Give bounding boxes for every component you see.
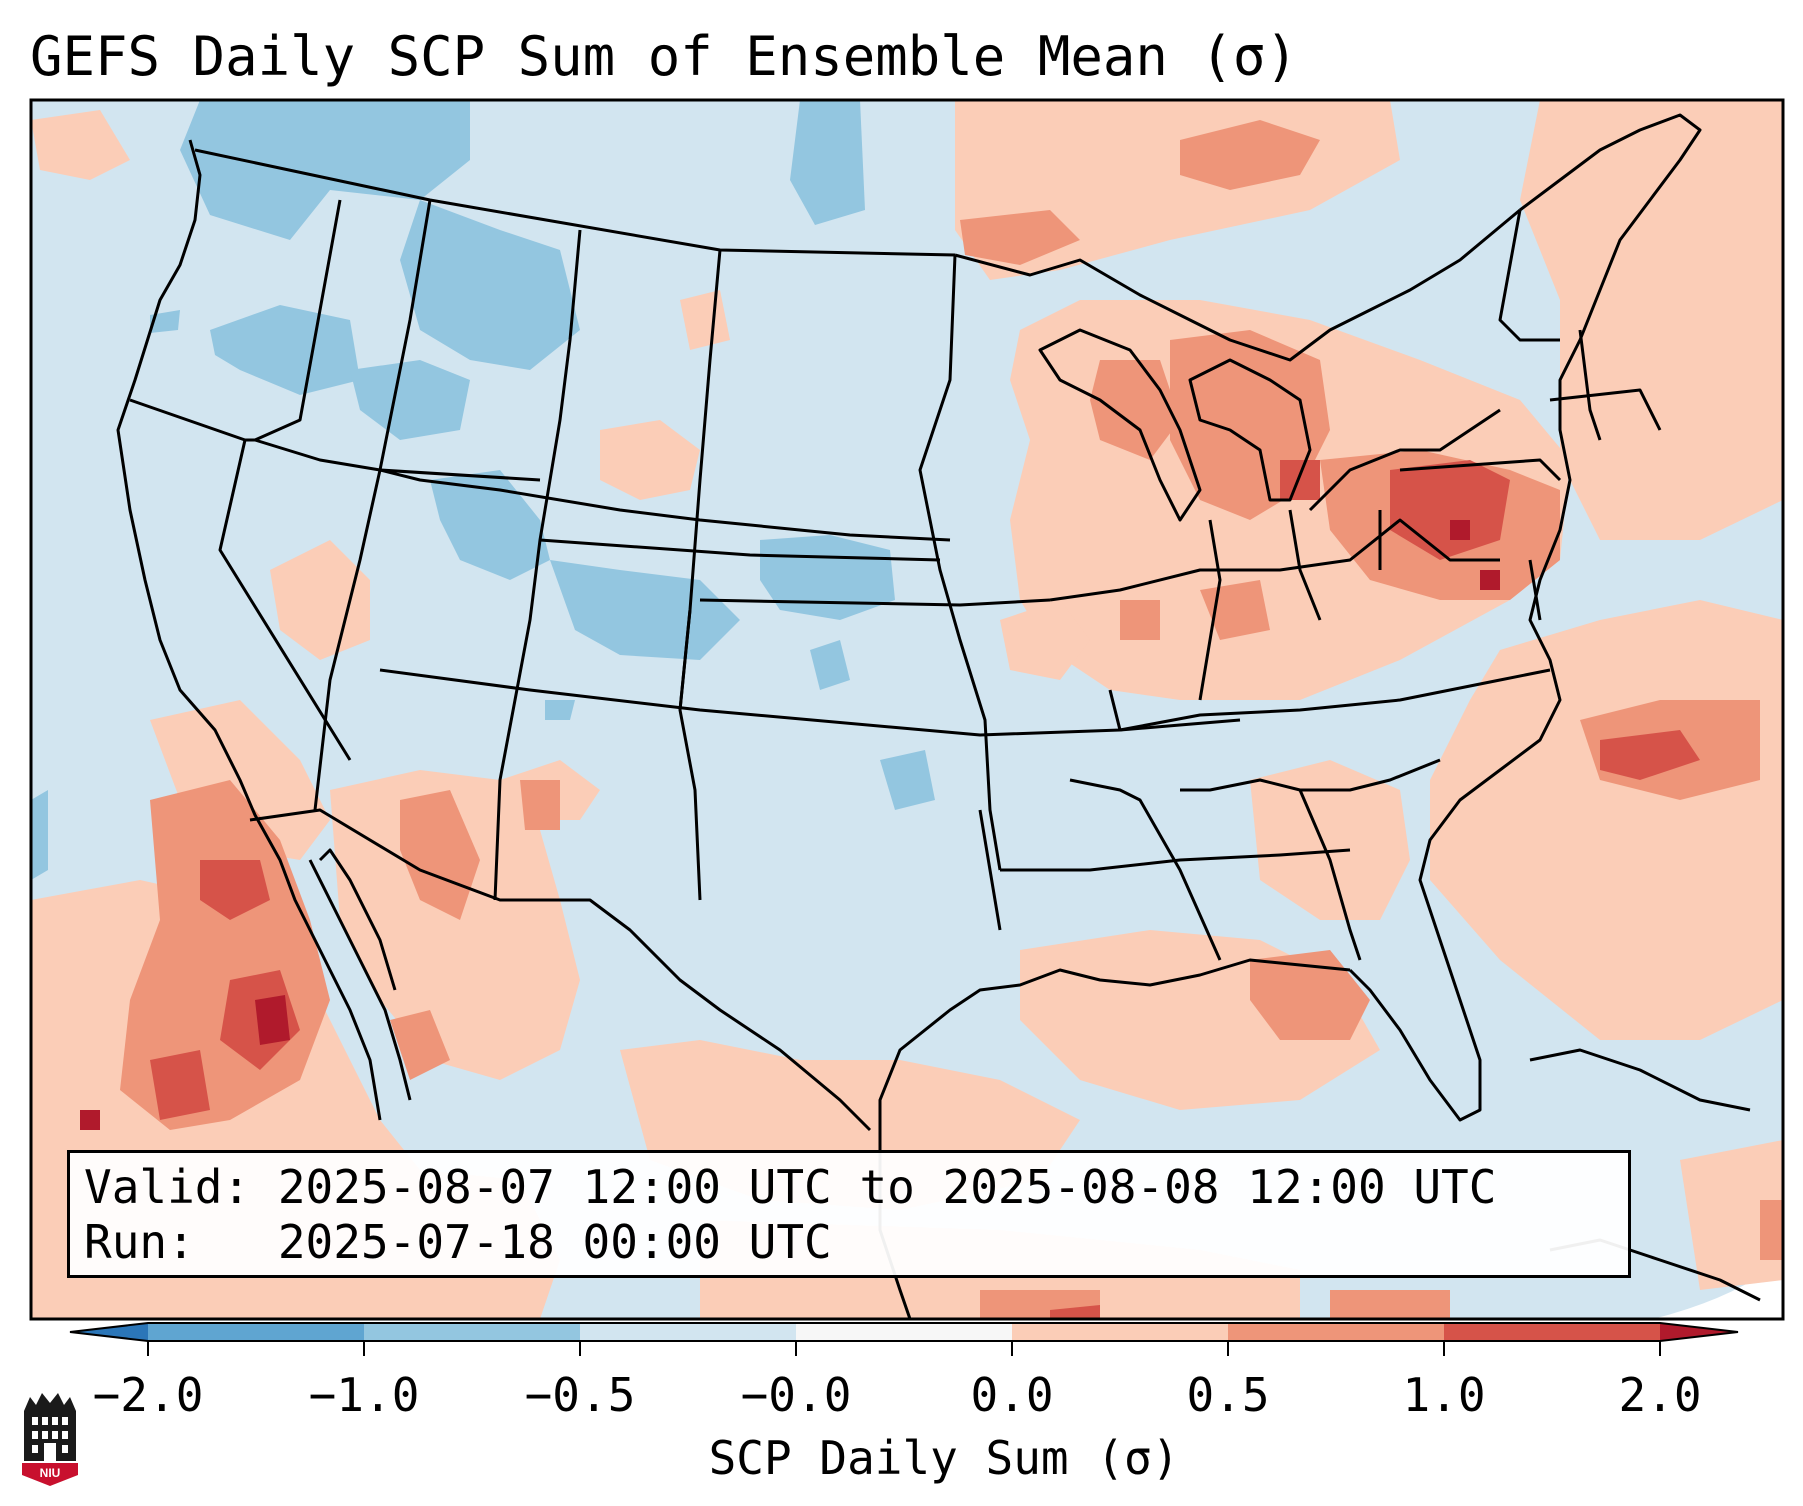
valid-time-text: Valid: 2025-08-07 12:00 UTC to 2025-08-0… [84, 1160, 1497, 1214]
colorbar-tick-label: 0.0 [970, 1368, 1054, 1422]
domain-edge [1652, 1260, 1783, 1319]
colorbar-extend-high [1660, 1323, 1738, 1341]
colorbar-tick-label: −0.5 [524, 1368, 636, 1422]
colorbar-segment [1444, 1323, 1660, 1341]
validity-info-box: Valid: 2025-08-07 12:00 UTC to 2025-08-0… [67, 1150, 1631, 1278]
extreme-positive-anomaly-regions [80, 520, 1500, 1130]
colorbar-tick-label: −0.0 [740, 1368, 852, 1422]
colorbar-tick-label: 0.5 [1186, 1368, 1270, 1422]
map-title: GEFS Daily SCP Sum of Ensemble Mean (σ) [30, 25, 1298, 88]
run-time-text: Run: 2025-07-18 00:00 UTC [84, 1215, 832, 1269]
colorbar-tick-label: 2.0 [1618, 1368, 1702, 1422]
colorbar-tick-label: −2.0 [92, 1368, 204, 1422]
colorbar [69, 1322, 1739, 1356]
colorbar-segment [364, 1323, 580, 1341]
niu-logo: NIU [22, 1393, 78, 1486]
colorbar-tick-label: 1.0 [1402, 1368, 1486, 1422]
colorbar-segment [796, 1323, 1012, 1341]
boundaries [116, 113, 1761, 1319]
colorbar-extend-low [70, 1323, 148, 1341]
colorbar-segment [1012, 1323, 1228, 1341]
map-frame [29, 98, 1785, 1321]
colorbar-label: SCP Daily Sum (σ) [708, 1431, 1180, 1485]
colorbar-tick-label: −1.0 [308, 1368, 420, 1422]
colorbar-segment [148, 1323, 364, 1341]
logo-text: NIU [40, 1466, 61, 1480]
colorbar-segment [1228, 1323, 1444, 1341]
colorbar-segment [580, 1323, 796, 1341]
